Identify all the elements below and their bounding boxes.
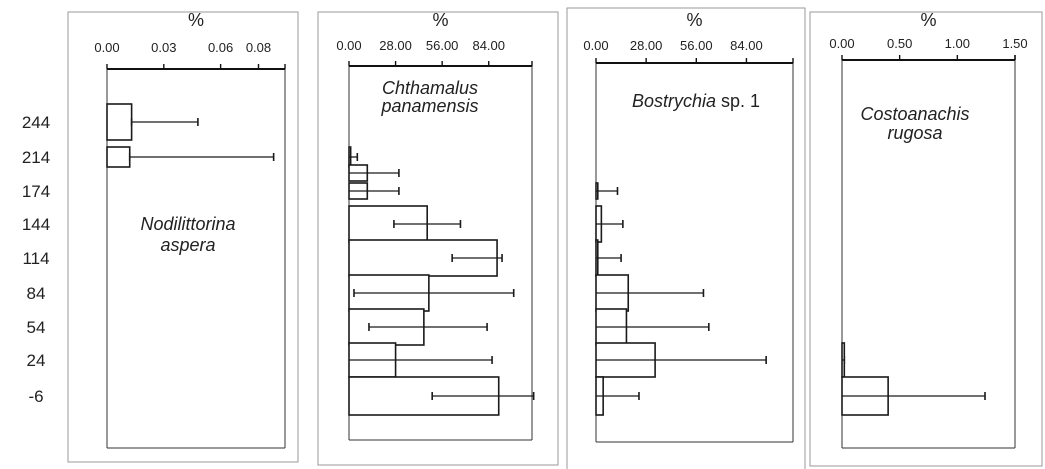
y-tick-label-8: -6 [28, 387, 43, 406]
x-axis-title: % [188, 10, 204, 30]
bar-214 [106, 146, 131, 168]
species-title-line-2: panamensis [380, 96, 478, 116]
x-tick-label-0: 0.00 [94, 40, 119, 55]
x-tick-label-1: 0.03 [151, 40, 176, 55]
x-tick-label-2: 1.00 [945, 36, 970, 51]
bar-244 [106, 103, 133, 141]
species-title-line-1: Costoanachis [860, 104, 969, 124]
y-tick-label-6: 54 [27, 318, 46, 337]
panel-frame [809, 11, 1043, 467]
x-tick-label-0: 0.00 [336, 38, 361, 53]
species-title-line-1: Chthamalus [382, 78, 478, 98]
x-tick-label-1: 28.00 [630, 38, 663, 53]
species-title-line-1: Nodilittorina [140, 214, 235, 234]
panel-frame [566, 7, 806, 469]
y-tick-label-0: 244 [22, 113, 50, 132]
species-title-part-1: sp. 1 [716, 91, 760, 111]
x-tick-label-3: 84.00 [730, 38, 763, 53]
y-tick-label-5: 84 [27, 284, 46, 303]
species-title-part-0: Bostrychia [632, 91, 716, 111]
x-tick-label-1: 0.50 [887, 36, 912, 51]
x-tick-label-0: 0.00 [583, 38, 608, 53]
y-tick-label-1: 214 [22, 148, 50, 167]
y-tick-label-3: 144 [22, 215, 50, 234]
x-axis-title: % [686, 10, 702, 30]
x-tick-label-3: 1.50 [1002, 36, 1027, 51]
y-tick-label-2: 174 [22, 182, 50, 201]
x-tick-label-2: 0.06 [208, 40, 233, 55]
x-tick-label-3: 0.08 [246, 40, 271, 55]
panel-frame [67, 11, 299, 463]
panel-frame [317, 11, 559, 466]
species-title-line-2: rugosa [887, 123, 942, 143]
y-tick-label-7: 24 [27, 351, 46, 370]
x-tick-label-3: 84.00 [472, 38, 505, 53]
species-title: Bostrychia sp. 1 [632, 91, 760, 111]
x-axis-title: % [432, 10, 448, 30]
x-tick-label-1: 28.00 [379, 38, 412, 53]
species-title-line-2: aspera [160, 235, 215, 255]
y-tick-label-4: 114 [22, 249, 49, 268]
x-tick-label-2: 56.00 [426, 38, 459, 53]
x-axis-title: % [920, 10, 936, 30]
x-tick-label-2: 56.00 [680, 38, 713, 53]
panel-3: % 0.00 28.00 56.00 84.00 Bostrychia sp. 1 [566, 7, 806, 469]
x-tick-label-0: 0.00 [829, 36, 854, 51]
height-axis-labels: 244 214 174 144 114 84 54 24 -6 [22, 113, 50, 406]
